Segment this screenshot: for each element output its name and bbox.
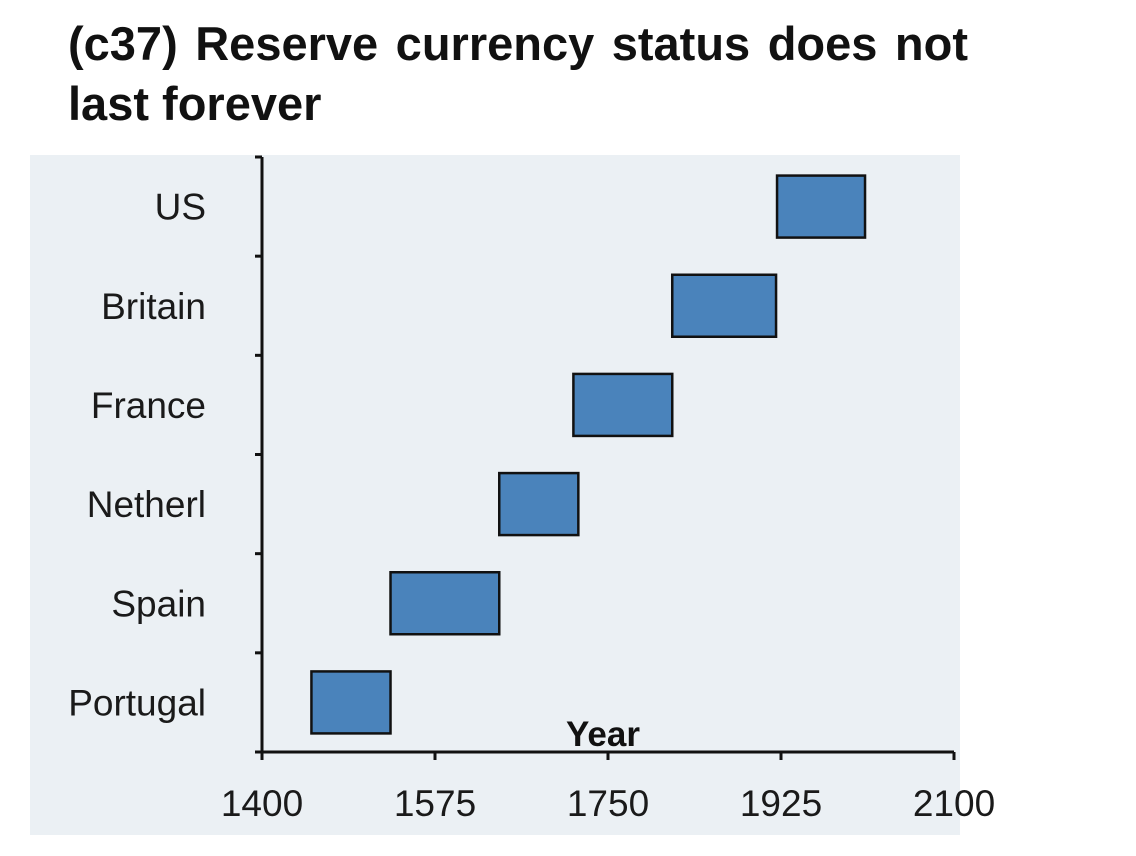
x-axis-title: Year	[566, 715, 640, 754]
bar-us	[775, 174, 867, 239]
bar-portugal	[310, 670, 392, 735]
plot-background	[30, 155, 960, 835]
axes	[255, 155, 956, 760]
bar-spain	[389, 571, 501, 636]
chart-title: (c37) Reserve currency status does not l…	[68, 17, 968, 130]
bar-britain	[671, 273, 778, 338]
category-labels: Portugal Spain Netherl France Britain US	[68, 187, 206, 724]
x-tick-label: 1575	[394, 783, 476, 824]
x-tick-label: 1925	[740, 783, 822, 824]
x-tick-label: 1400	[221, 783, 303, 824]
category-label-netherl: Netherl	[87, 484, 206, 525]
x-tick-label: 2100	[913, 783, 995, 824]
bar-france	[572, 372, 674, 438]
category-label-france: France	[91, 385, 206, 426]
category-label-spain: Spain	[111, 583, 206, 624]
category-label-us: US	[155, 187, 206, 228]
x-tick-label: 1750	[567, 783, 649, 824]
bar-netherl	[498, 471, 580, 537]
tick-labels: 1400 1575 1750 1925 2100	[221, 783, 995, 824]
category-label-portugal: Portugal	[68, 682, 206, 723]
category-label-britain: Britain	[101, 286, 206, 327]
range-bars	[310, 174, 867, 735]
